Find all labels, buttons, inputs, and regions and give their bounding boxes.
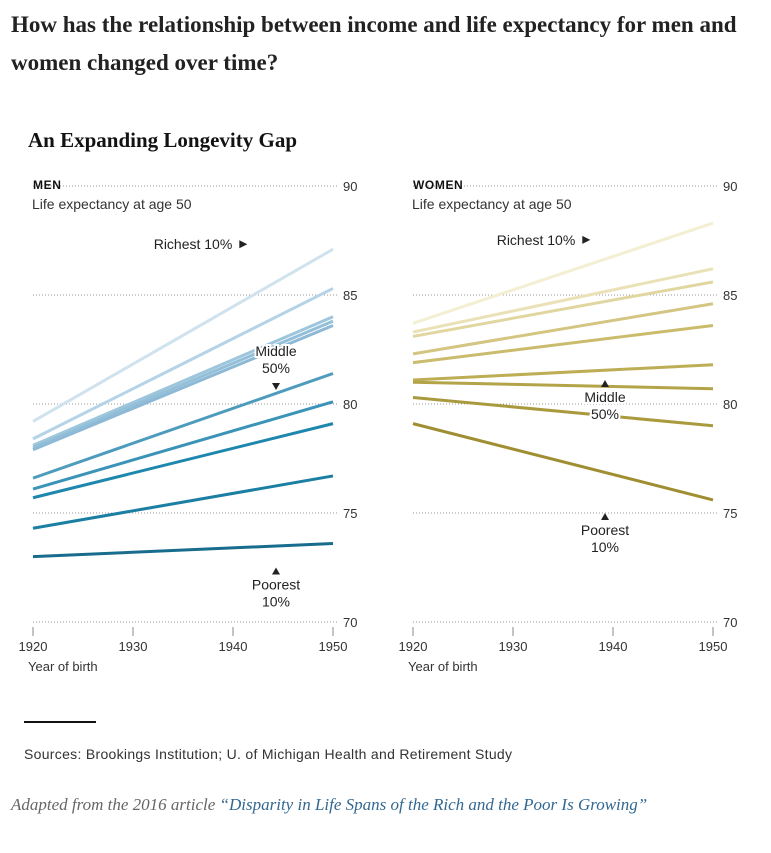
men-series-line-8 xyxy=(32,422,334,500)
women-annotation-arrow-1 xyxy=(582,235,591,244)
women-annotation-2-line-1: Middle xyxy=(584,389,625,405)
women-series-line-1 xyxy=(412,221,714,325)
women-series-line-9 xyxy=(412,422,714,502)
women-series-line-2 xyxy=(412,267,714,334)
women-series-line-6 xyxy=(412,363,714,382)
men-series-line-6 xyxy=(32,372,334,480)
men-series-line-1 xyxy=(32,247,334,423)
women-series-line-8 xyxy=(412,395,714,428)
men-x-tick-1940: 1940 xyxy=(219,639,248,654)
men-series-line-7 xyxy=(32,400,334,491)
women-x-tick-1930: 1930 xyxy=(499,639,528,654)
women-series-line-3 xyxy=(412,280,714,338)
women-y-tick-80: 80 xyxy=(723,397,737,412)
women-x-tick-1950: 1950 xyxy=(699,639,728,654)
women-y-tick-85: 85 xyxy=(723,288,737,303)
men-x-axis-label: Year of birth xyxy=(28,659,98,674)
sources-note: Sources: Brookings Institution; U. of Mi… xyxy=(24,746,513,762)
credit-prefix: Adapted from the 2016 article xyxy=(11,795,220,814)
women-annotation-arrow-2 xyxy=(601,380,609,388)
men-x-tick-1920: 1920 xyxy=(19,639,48,654)
men-annotation-2-line-2: 50% xyxy=(262,360,290,376)
men-x-tick-1930: 1930 xyxy=(119,639,148,654)
sources-divider xyxy=(24,721,96,723)
men-annotation-3-line-1: Poorest xyxy=(252,577,300,593)
page-question: How has the relationship between income … xyxy=(11,12,737,75)
women-panel-label: WOMEN xyxy=(413,178,463,192)
women-annotation-1: Richest 10% xyxy=(497,232,576,248)
men-annotation-arrow-2 xyxy=(272,383,280,391)
women-annotation-3-line-2: 10% xyxy=(591,539,619,555)
women-series-line-5 xyxy=(412,324,714,365)
article-credit: Adapted from the 2016 article “Disparity… xyxy=(11,792,731,818)
women-y-tick-75: 75 xyxy=(723,506,737,521)
men-annotation-1: Richest 10% xyxy=(154,236,233,252)
women-annotation-2-line-2: 50% xyxy=(591,406,619,422)
men-series-line-9 xyxy=(32,474,334,530)
women-y-tick-90: 90 xyxy=(723,179,737,194)
men-y-tick-75: 75 xyxy=(343,506,357,521)
women-x-tick-1940: 1940 xyxy=(599,639,628,654)
men-y-tick-85: 85 xyxy=(343,288,357,303)
men-series-line-10 xyxy=(32,542,334,559)
men-annotation-arrow-1 xyxy=(239,240,248,249)
women-annotation-arrow-3 xyxy=(601,513,609,520)
men-series-line-3 xyxy=(32,315,334,447)
men-y-tick-80: 80 xyxy=(343,397,357,412)
men-y-tick-90: 90 xyxy=(343,179,357,194)
article-link[interactable]: “Disparity in Life Spans of the Rich and… xyxy=(219,795,648,814)
men-series-line-2 xyxy=(32,287,334,441)
men-annotation-3-line-2: 10% xyxy=(262,594,290,610)
chart-title: An Expanding Longevity Gap xyxy=(28,128,298,152)
women-annotation-3-line-1: Poorest xyxy=(581,522,629,538)
women-subtitle: Life expectancy at age 50 xyxy=(412,196,572,212)
men-panel-label: MEN xyxy=(33,178,61,192)
women-x-tick-1920: 1920 xyxy=(399,639,428,654)
men-x-tick-1950: 1950 xyxy=(319,639,348,654)
men-series-line-4 xyxy=(32,319,334,449)
longevity-charts: 70 75 80 85 90 MEN Life expectancy at age 50 19… xyxy=(19,178,738,674)
women-y-tick-70: 70 xyxy=(723,615,737,630)
women-series-line-7 xyxy=(412,380,714,391)
men-y-tick-70: 70 xyxy=(343,615,357,630)
men-subtitle: Life expectancy at age 50 xyxy=(32,196,192,212)
men-annotation-arrow-3 xyxy=(272,567,280,575)
women-x-axis-label: Year of birth xyxy=(408,659,478,674)
men-annotation-2-line-1: Middle xyxy=(255,343,296,359)
men-series-line-5 xyxy=(32,324,334,452)
women-series-line-4 xyxy=(412,302,714,356)
